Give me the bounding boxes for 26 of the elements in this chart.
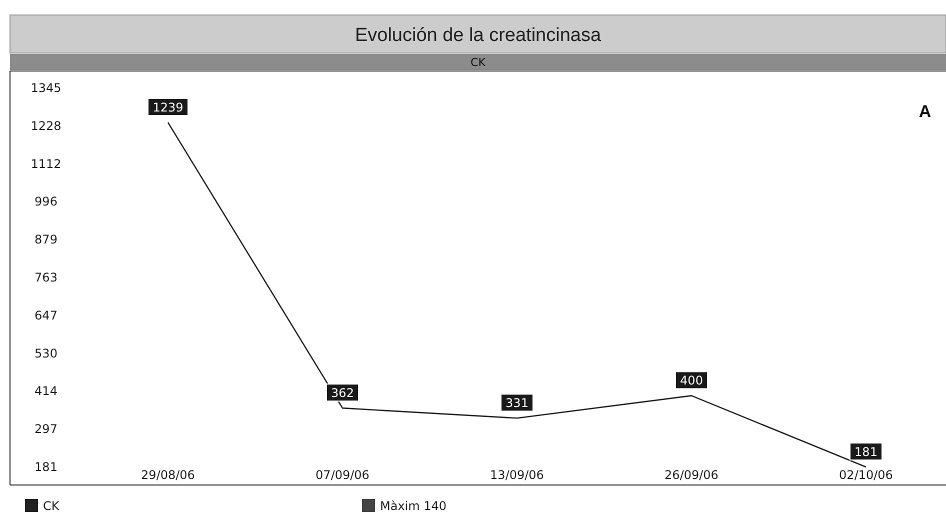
y-tick-label: 647 bbox=[34, 308, 58, 322]
x-tick-label: 26/09/06 bbox=[664, 468, 718, 482]
y-tick-label: 1345 bbox=[30, 81, 62, 95]
y-tick-label: 879 bbox=[34, 232, 58, 247]
data-label: 400 bbox=[680, 374, 703, 388]
y-tick-label: 996 bbox=[34, 194, 58, 209]
y-tick-label: 297 bbox=[34, 422, 58, 436]
y-tick-label: 530 bbox=[34, 346, 58, 360]
chart-title: Evolución de la creatincinasa bbox=[354, 25, 602, 46]
y-tick-label: 1112 bbox=[30, 156, 62, 171]
legend-label: CK bbox=[43, 499, 60, 513]
legend-label: Màxim 140 bbox=[380, 499, 447, 513]
chart-subtitle: CK bbox=[470, 56, 486, 69]
y-tick-label: 1228 bbox=[30, 119, 62, 134]
annotation: A bbox=[918, 102, 932, 121]
x-tick-label: 02/10/06 bbox=[839, 468, 893, 482]
x-tick-label: 07/09/06 bbox=[316, 468, 370, 482]
y-tick-label: 414 bbox=[34, 384, 58, 398]
data-label: 362 bbox=[331, 386, 354, 400]
y-tick-label: 763 bbox=[34, 270, 58, 284]
x-tick-label: 29/08/06 bbox=[141, 468, 195, 482]
x-tick-label: 13/09/06 bbox=[490, 468, 544, 482]
y-tick-label: 181 bbox=[34, 460, 58, 474]
data-label: 331 bbox=[506, 396, 528, 410]
data-label: 1239 bbox=[152, 100, 184, 115]
data-label: 181 bbox=[854, 445, 878, 459]
